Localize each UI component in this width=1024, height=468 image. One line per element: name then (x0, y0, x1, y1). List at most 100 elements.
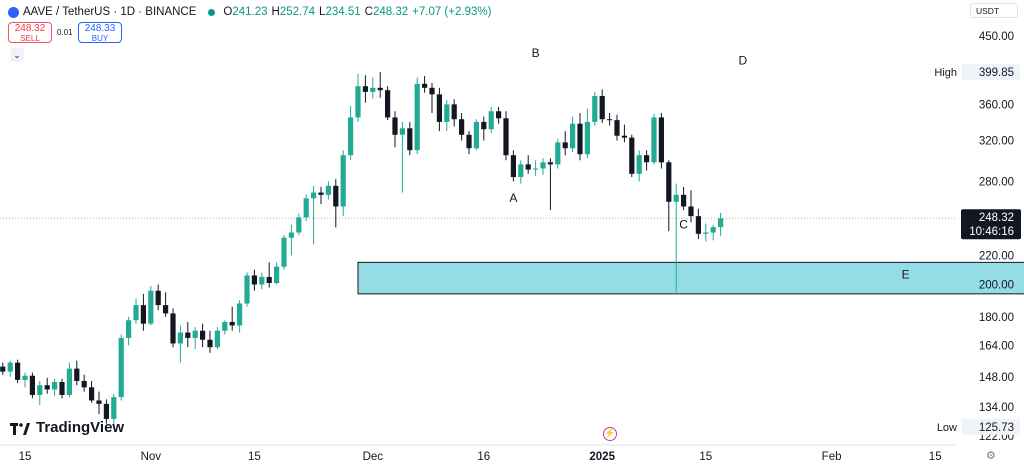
candle-body (177, 332, 183, 344)
candle-body (44, 385, 50, 390)
candle-body (89, 387, 95, 401)
candle-body (621, 135, 627, 138)
candle-body (444, 104, 450, 122)
candle-body (207, 339, 213, 348)
candle-body (555, 142, 561, 165)
annotation-label: E (902, 267, 910, 281)
collapse-chevron-icon[interactable]: ⌄ (10, 48, 24, 62)
time-tick-label: Dec (363, 451, 384, 463)
candle-body (592, 95, 598, 122)
buy-price: 248.33 (84, 23, 116, 34)
candle-body (614, 120, 620, 136)
candle-body (126, 320, 132, 338)
candle-body (385, 90, 391, 118)
candle-body (681, 194, 687, 207)
candle-body (473, 121, 479, 149)
candle-body (0, 366, 6, 372)
sell-button[interactable]: 248.32 SELL (8, 22, 52, 43)
candle-body (673, 194, 679, 202)
settings-gear-icon[interactable]: ⚙ (986, 450, 996, 462)
candle-body (666, 162, 672, 202)
candle-body (140, 305, 146, 324)
candle-body (688, 206, 694, 217)
candle-body (103, 403, 109, 419)
time-tick-label: 2025 (589, 451, 615, 463)
market-open-icon (208, 8, 216, 16)
candle-body (414, 83, 420, 151)
candle-body (74, 368, 80, 381)
candle-body (118, 337, 124, 398)
candle-body (163, 305, 169, 314)
high-marker-value: 399.85 (979, 67, 1014, 79)
candle-body (22, 375, 28, 380)
candle-body (525, 164, 531, 170)
low-marker-box (962, 418, 1020, 435)
buy-button[interactable]: 248.33 BUY (78, 22, 122, 43)
candle-body (15, 362, 21, 380)
time-tick-label: 15 (19, 451, 32, 463)
close-value: 248.32 (372, 6, 409, 18)
candle-body (710, 227, 716, 233)
sell-label: SELL (20, 34, 40, 43)
spread-value: 0.01 (57, 28, 73, 37)
candle-body (488, 111, 494, 130)
annotation-label: A (509, 191, 517, 205)
low-marker-label: Low (937, 422, 957, 434)
candle-body (599, 95, 605, 120)
candle-body (399, 128, 405, 135)
candle-body (66, 368, 72, 395)
price-tick-label: 200.00 (979, 280, 1014, 292)
candle-body (52, 382, 58, 390)
demand-zone (357, 261, 1024, 295)
candle-body (170, 313, 176, 344)
price-tick-label: 360.00 (979, 99, 1014, 111)
candle-body (651, 117, 657, 163)
price-tick-label: 148.00 (979, 372, 1014, 384)
high-label: H (271, 6, 280, 18)
price-tick-label: 320.00 (979, 135, 1014, 147)
price-tick-label: 180.00 (979, 312, 1014, 324)
candle-body (333, 185, 339, 207)
tradingview-logo: TradingView (10, 419, 124, 436)
candle-body (481, 121, 487, 130)
candle-body (570, 123, 576, 149)
candle-body (377, 87, 383, 91)
candle-body (229, 321, 235, 326)
candle-body (695, 216, 701, 234)
candle-body (703, 232, 709, 234)
candle-body (340, 155, 346, 207)
candle-body (237, 303, 243, 326)
currency-selector[interactable]: USDT (970, 3, 1018, 18)
candle-body (607, 119, 613, 121)
candle-body (318, 192, 324, 195)
annotation-label: C (679, 218, 688, 232)
candle-body (577, 123, 583, 155)
price-tick-label: 280.00 (979, 176, 1014, 188)
open-value: 241.23 (232, 6, 268, 18)
candle-body (718, 218, 724, 228)
candle-body (547, 162, 553, 165)
time-tick-label: Feb (822, 451, 842, 463)
high-value: 252.74 (279, 6, 316, 18)
candle-body (510, 155, 516, 178)
candle-body (436, 94, 442, 122)
candle-body (496, 111, 502, 119)
candle-body (185, 332, 191, 338)
candle-body (407, 128, 413, 151)
candle-body (644, 155, 650, 163)
time-tick-label: 15 (699, 451, 712, 463)
candle-body (222, 321, 228, 331)
candle-body (7, 362, 13, 372)
candle-body (362, 86, 368, 92)
candle-body (288, 232, 294, 238)
candle-body (392, 117, 398, 135)
time-tick-label: 15 (929, 451, 942, 463)
candle-body (244, 275, 250, 304)
symbol-title[interactable]: AAVE / TetherUS · 1D · BINANCE (23, 6, 197, 18)
flash-event-icon[interactable]: ⚡ (603, 427, 617, 441)
candle-body (311, 192, 317, 199)
open-label: O (223, 6, 233, 18)
annotation-label: B (532, 46, 540, 60)
aave-logo-icon (8, 6, 19, 18)
